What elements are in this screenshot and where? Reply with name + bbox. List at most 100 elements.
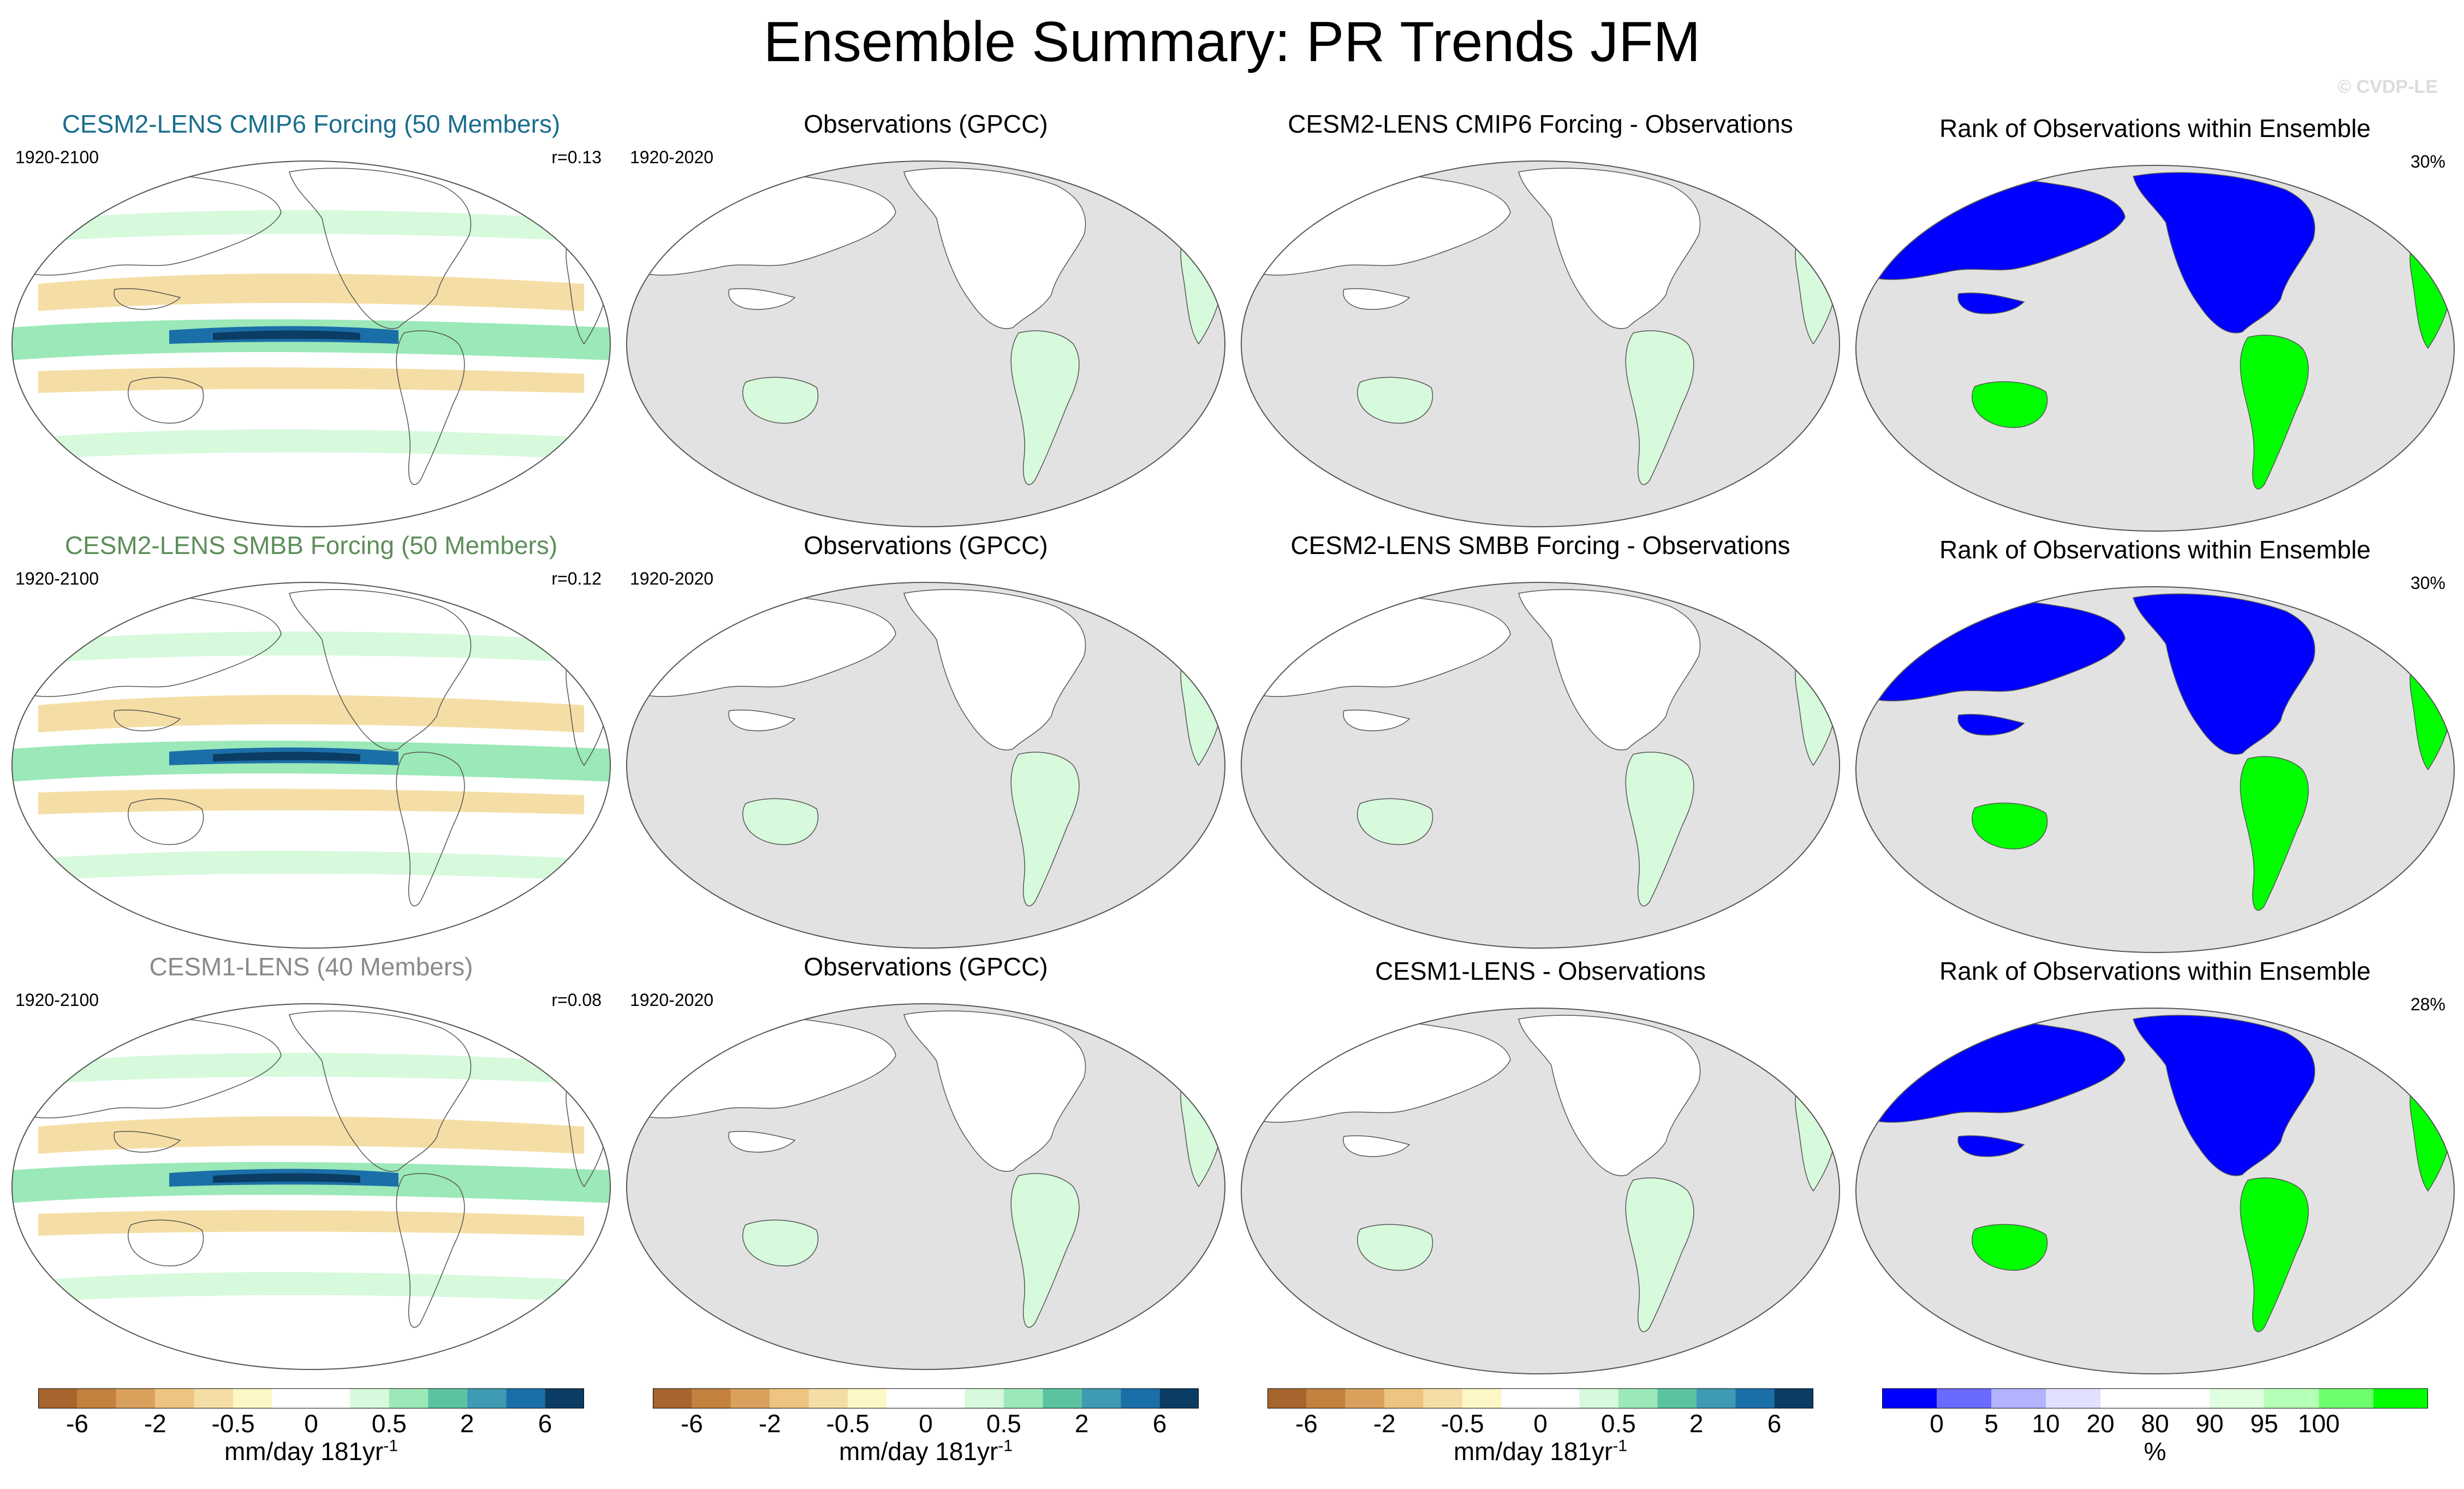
land-samerica bbox=[396, 330, 465, 485]
colorbar-swatch bbox=[1657, 1389, 1697, 1408]
globe-map bbox=[626, 582, 1225, 949]
colorbar-unit: mm/day 181yr-1 bbox=[224, 1437, 398, 1466]
colorbar-tick-label: 2 bbox=[1689, 1409, 1704, 1437]
ocean-fill bbox=[1856, 1008, 2454, 1374]
map-content bbox=[627, 1004, 1225, 1369]
colorbar-unit: mm/day 181yr-1 bbox=[1453, 1437, 1628, 1466]
panel-diff-row3: CESM1-LENS - Observations bbox=[1235, 956, 1846, 1382]
panel-model-row1: CESM2-LENS CMIP6 Forcing (50 Members) 19… bbox=[5, 109, 617, 535]
colorbar-swatch bbox=[1306, 1389, 1346, 1408]
map-border bbox=[11, 1003, 611, 1370]
land-australia bbox=[742, 377, 819, 424]
trend-band bbox=[38, 789, 584, 814]
colorbar-swatch bbox=[506, 1389, 545, 1408]
rank-percent-label: 30% bbox=[2410, 573, 2445, 593]
trend-band bbox=[49, 1272, 573, 1301]
globe-map bbox=[626, 1003, 1225, 1370]
colorbar-swatch bbox=[1423, 1389, 1463, 1408]
colorbar-swatch bbox=[38, 1389, 78, 1408]
colorbar-swatch bbox=[770, 1389, 809, 1408]
panel-title: CESM2-LENS SMBB Forcing (50 Members) bbox=[64, 531, 558, 559]
trend-band bbox=[60, 632, 562, 662]
land-seasia bbox=[1957, 713, 2025, 736]
land-samerica bbox=[1625, 752, 1694, 907]
ocean-fill bbox=[1856, 165, 2454, 531]
colorbar-swatch bbox=[2373, 1389, 2428, 1408]
map-content bbox=[627, 161, 1225, 527]
panel-diff-row2: CESM2-LENS SMBB Forcing - Observations bbox=[1235, 531, 1846, 956]
land-australia bbox=[128, 798, 204, 845]
colorbar-tick-label: 90 bbox=[2195, 1409, 2223, 1437]
globe-map bbox=[1241, 160, 1840, 527]
colorbar-trend: -6 -2 -0.5 0 0.5 2 6 bbox=[1267, 1388, 1813, 1438]
colorbar-tick-label: 0 bbox=[919, 1409, 933, 1437]
map-border bbox=[626, 582, 1225, 949]
colorbar-swatch bbox=[1462, 1389, 1502, 1408]
colorbar-swatch bbox=[1735, 1389, 1775, 1408]
colorbar-tick-label: 6 bbox=[1767, 1409, 1782, 1437]
map-content bbox=[1241, 582, 1840, 948]
colorbar-swatch bbox=[1043, 1389, 1082, 1408]
land-samerica bbox=[1625, 330, 1694, 485]
land-samerica bbox=[1625, 1177, 1694, 1332]
colorbar-frame bbox=[38, 1388, 584, 1409]
colorbar-swatch bbox=[808, 1389, 848, 1408]
period-label: 1920-2100 bbox=[15, 569, 99, 588]
colorbar-swatch bbox=[1003, 1389, 1043, 1408]
panel-title: CESM1-LENS (40 Members) bbox=[149, 952, 473, 981]
colorbar-swatch bbox=[2155, 1389, 2210, 1408]
colorbar-tick-label: 6 bbox=[538, 1409, 552, 1437]
land-samerica bbox=[2240, 335, 2309, 490]
colorbar-swatch bbox=[730, 1389, 770, 1408]
colorbar-swatch bbox=[1540, 1389, 1580, 1408]
globe-map bbox=[1241, 582, 1840, 949]
colorbar-tick-label: 100 bbox=[2298, 1409, 2340, 1437]
land-australia bbox=[1972, 802, 2048, 850]
colorbar-swatch bbox=[1121, 1389, 1160, 1408]
map-border bbox=[1855, 586, 2455, 953]
map-border bbox=[1855, 1008, 2455, 1374]
globe-map bbox=[1855, 1008, 2455, 1374]
colorbar-swatch bbox=[1579, 1389, 1618, 1408]
land-seasia bbox=[1957, 1135, 2025, 1157]
colorbar-swatch bbox=[2100, 1389, 2155, 1408]
correlation-label: r=0.13 bbox=[551, 147, 602, 167]
map-content bbox=[1241, 161, 1840, 527]
colorbar-tick-label: 6 bbox=[1153, 1409, 1167, 1437]
correlation-label: r=0.12 bbox=[551, 569, 602, 588]
land-seasia bbox=[728, 709, 796, 731]
trend-band bbox=[49, 429, 573, 458]
land-seasia bbox=[1957, 292, 2025, 314]
trend-band bbox=[60, 210, 562, 240]
land-australia bbox=[742, 798, 819, 845]
panel-title: Rank of Observations within Ensemble bbox=[1939, 114, 2371, 142]
ocean-fill bbox=[627, 161, 1225, 527]
panel-title: CESM2-LENS CMIP6 Forcing - Observations bbox=[1288, 110, 1793, 138]
map-border bbox=[1241, 1008, 1840, 1374]
land-namerica bbox=[903, 168, 1086, 329]
trend-band bbox=[60, 1053, 562, 1083]
colorbar-swatch bbox=[155, 1389, 194, 1408]
colorbar-obs: -6 -2 -0.5 0 0.5 2 6 mm/day 181yr-1 bbox=[653, 1384, 1199, 1477]
panel-title: CESM2-LENS CMIP6 Forcing (50 Members) bbox=[62, 110, 561, 138]
land-namerica bbox=[2133, 593, 2316, 755]
map-content bbox=[1856, 587, 2454, 952]
colorbar-tick-label: 10 bbox=[2032, 1409, 2060, 1437]
map-content bbox=[12, 161, 610, 527]
colorbar-tick-label: 0.5 bbox=[372, 1409, 407, 1437]
land-namerica bbox=[289, 1010, 472, 1172]
colorbar-swatch bbox=[1696, 1389, 1736, 1408]
colorbar-swatch bbox=[311, 1389, 350, 1408]
land-australia bbox=[128, 377, 204, 424]
colorbar-trend: -6 -2 -0.5 0 0.5 2 6 bbox=[653, 1388, 1199, 1438]
colorbar-swatch bbox=[848, 1389, 887, 1408]
ocean-fill bbox=[627, 582, 1225, 948]
panel-rank-row1: Rank of Observations within Ensemble 30% bbox=[1849, 114, 2461, 539]
period-label: 1920-2100 bbox=[15, 990, 99, 1010]
period-label: 1920-2020 bbox=[630, 569, 714, 588]
land-australia bbox=[1972, 1224, 2048, 1271]
colorbar-tick-label: -2 bbox=[144, 1409, 166, 1437]
figure-title: Ensemble Summary: PR Trends JFM bbox=[763, 10, 1701, 74]
rank-percent-label: 28% bbox=[2410, 994, 2445, 1014]
colorbar-swatch bbox=[926, 1389, 965, 1408]
